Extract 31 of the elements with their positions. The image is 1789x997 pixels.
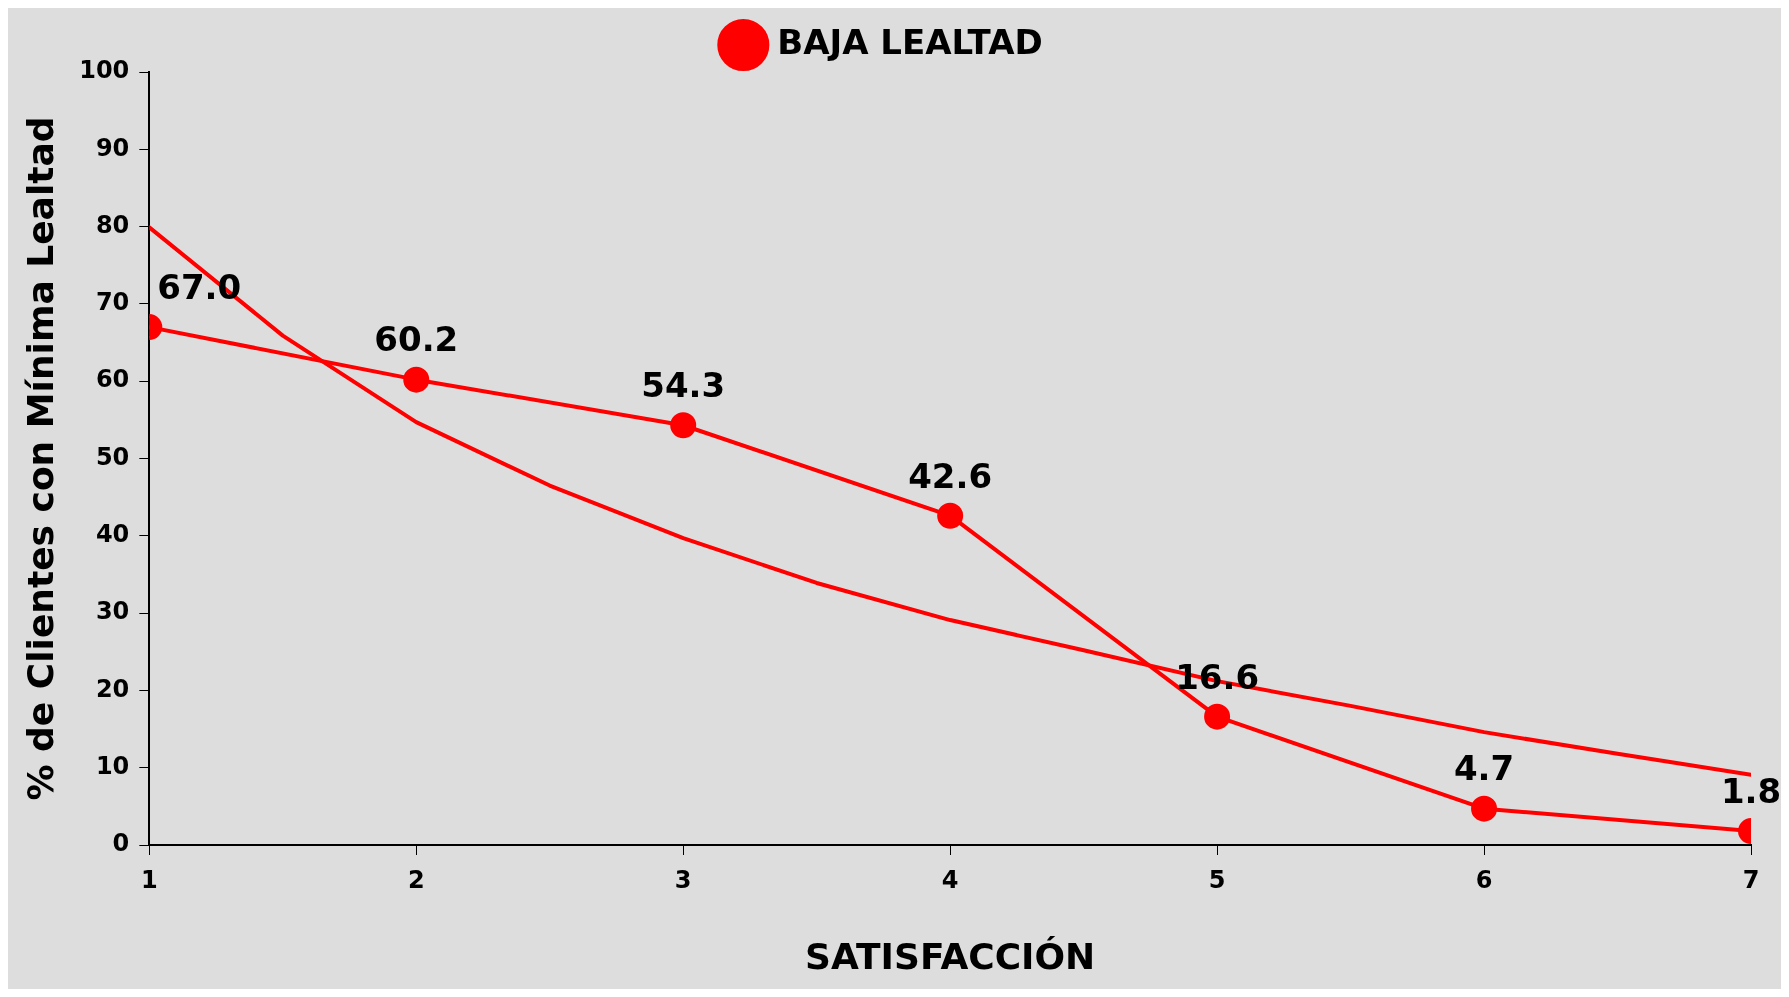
point [1204, 703, 1231, 730]
y-axis-title: % de Clientes con Mínima Lealtad [19, 116, 61, 801]
point [937, 502, 964, 529]
x-tick-label: 2 [407, 865, 425, 894]
point [403, 366, 430, 393]
y-tick-label: 80 [95, 210, 130, 239]
x-tick-label: 5 [1208, 865, 1226, 894]
x-tick-label: 1 [140, 865, 158, 894]
point [670, 412, 697, 439]
y-tick-label: 0 [112, 829, 130, 858]
x-tick-label: 3 [674, 865, 692, 894]
x-tick-label: 7 [1742, 865, 1760, 894]
data-label: 54.3 [641, 365, 726, 406]
y-tick-label: 70 [95, 288, 130, 317]
point [1471, 795, 1498, 822]
y-tick-label: 90 [95, 133, 130, 162]
data-label: 60.2 [374, 319, 459, 360]
x-tick-label: 6 [1475, 865, 1493, 894]
y-tick-label: 20 [95, 674, 130, 703]
x-axis-title: SATISFACCIÓN [805, 935, 1096, 977]
y-tick-label: 10 [95, 751, 130, 780]
y-tick-label: 60 [95, 365, 130, 394]
x-tick-label: 4 [941, 865, 959, 894]
data-label: 4.7 [1453, 748, 1515, 789]
legend-label: BAJA LEALTAD [777, 21, 1043, 62]
y-tick-label: 100 [79, 56, 130, 85]
y-tick-label: 30 [95, 597, 130, 626]
data-label: 42.6 [908, 455, 993, 496]
y-tick-label: 50 [95, 442, 130, 471]
data-label: 1.8 [1720, 770, 1782, 811]
y-tick-label: 40 [95, 520, 130, 549]
